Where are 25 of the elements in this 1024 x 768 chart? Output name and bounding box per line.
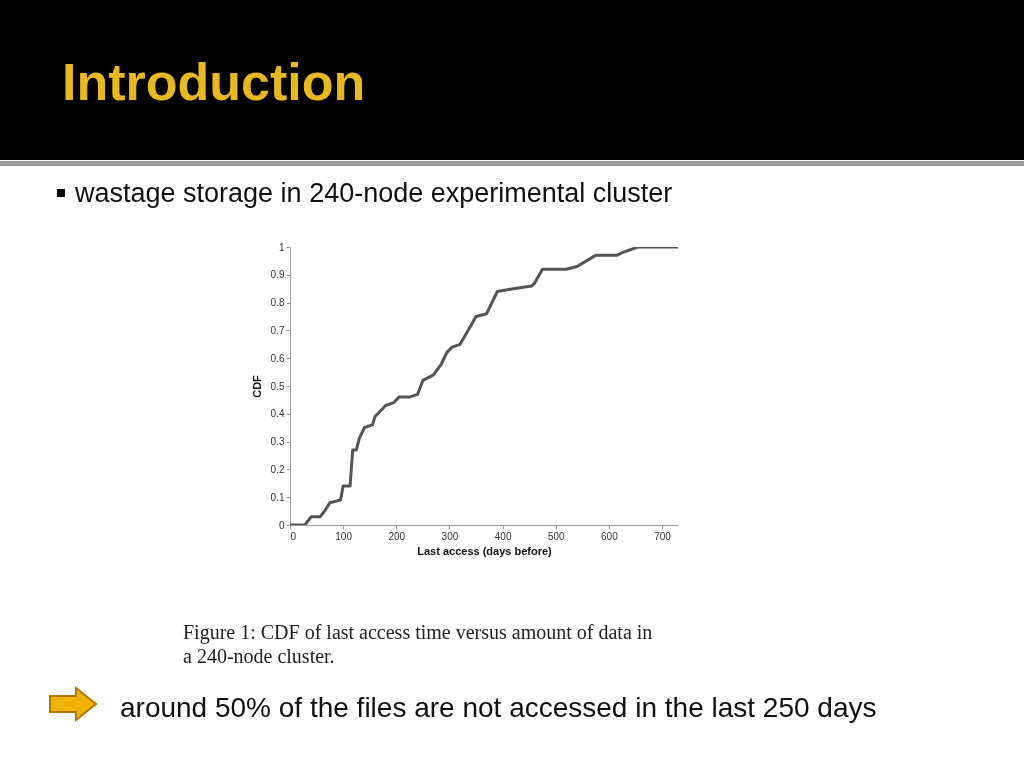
x-tick-label: 300 — [441, 530, 459, 542]
chart-subtitle: wastage storage in 240-node experimental cluster — [75, 178, 673, 209]
x-tick-label: 500 — [547, 530, 566, 542]
y-tick-label: 0.8 — [270, 297, 285, 309]
y-tick-label: 0.1 — [270, 491, 285, 503]
y-tick-label: 0.6 — [270, 352, 285, 364]
y-tick-label: 1 — [278, 241, 285, 253]
x-tick-label: 0 — [290, 530, 297, 542]
y-tick-label: 0 — [278, 519, 285, 531]
y-tick-label: 0.4 — [270, 408, 285, 420]
x-tick-label: 400 — [494, 530, 512, 542]
y-axis-title: CDF — [250, 374, 263, 398]
y-tick-label: 0.3 — [270, 436, 285, 448]
y-tick-label: 0.9 — [270, 269, 285, 281]
x-tick-label: 100 — [335, 530, 353, 542]
caption: Figure 1: CDF of last access time versus amount of data in a 240-node cluster. — [183, 620, 653, 668]
x-axis-title: Last access (days before) — [417, 544, 553, 557]
y-tick-label: 0.2 — [270, 463, 285, 475]
text: around 50% of the files are not accessed in the last 250 days — [120, 692, 877, 724]
x-tick-label: 600 — [601, 530, 619, 542]
chart-title: Introduction — [62, 52, 366, 112]
x-tick-label: 200 — [388, 530, 406, 542]
y-tick-label: 0.5 — [270, 380, 285, 392]
x-tick-label: 700 — [654, 530, 672, 542]
y-tick-label: 0.7 — [270, 324, 285, 336]
